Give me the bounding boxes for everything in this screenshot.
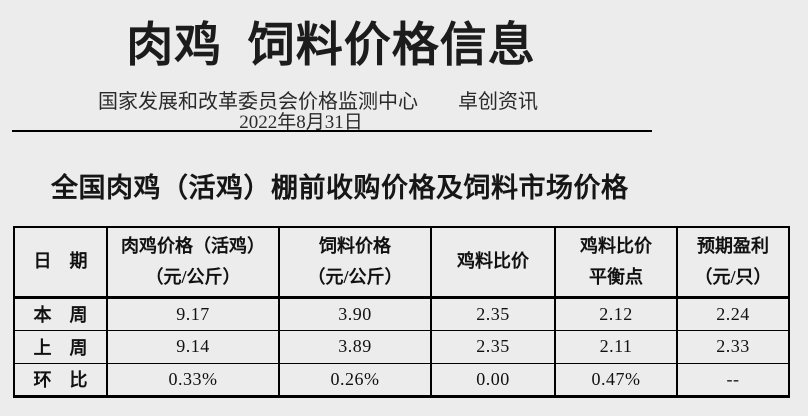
page-title: 肉鸡 饲料价格信息 bbox=[126, 20, 536, 72]
value-cell: 0.00 bbox=[430, 362, 556, 397]
value-cell: 0.33% bbox=[106, 362, 280, 397]
col-header-ratio-label: 鸡料比价 bbox=[457, 251, 529, 272]
col-header-ratio: 鸡料比价 bbox=[430, 226, 556, 299]
col-header-date: 日 期 bbox=[13, 226, 108, 299]
value-cell: 0.47% bbox=[554, 362, 678, 397]
row-label: 本 周 bbox=[13, 296, 108, 331]
header-rule bbox=[12, 130, 652, 132]
value-cell: 2.33 bbox=[676, 329, 790, 364]
col-header-broiler-price: 肉鸡价格（活鸡） （元/公斤） bbox=[106, 226, 280, 299]
value-cell: 2.12 bbox=[554, 296, 678, 331]
col-header-feed-price: 饲料价格 （元/公斤） bbox=[278, 226, 432, 299]
table-header-row: 日 期 肉鸡价格（活鸡） （元/公斤） 饲料价格 （元/公斤） 鸡料比价 鸡料比… bbox=[13, 226, 790, 299]
value-cell: 2.35 bbox=[430, 329, 556, 364]
value-cell: 2.35 bbox=[430, 296, 556, 331]
publisher-line: 国家发展和改革委员会价格监测中心 卓创资讯 bbox=[98, 91, 538, 113]
value-cell: 9.14 bbox=[106, 329, 280, 364]
value-cell: 0.26% bbox=[278, 362, 432, 397]
table-row-this-week: 本 周 9.17 3.90 2.35 2.12 2.24 bbox=[13, 296, 790, 331]
value-cell: 3.90 bbox=[278, 296, 432, 331]
col-header-broiler-price-line1: 肉鸡价格（活鸡） bbox=[121, 235, 265, 256]
col-header-date-label: 日 期 bbox=[33, 251, 88, 272]
col-header-expected-profit-line1: 预期盈利 bbox=[697, 235, 769, 256]
col-header-feed-price-line2: （元/公斤） bbox=[307, 266, 403, 287]
row-label: 环 比 bbox=[13, 362, 108, 397]
section-title: 全国肉鸡（活鸡）棚前收购价格及饲料市场价格 bbox=[51, 173, 629, 203]
value-cell: 9.17 bbox=[106, 296, 280, 331]
table-row-last-week: 上 周 9.14 3.89 2.35 2.11 2.33 bbox=[13, 329, 790, 364]
value-cell: 3.89 bbox=[278, 329, 432, 364]
date-line: 2022年8月31日 bbox=[239, 112, 363, 133]
col-header-expected-profit-line2: （元/只） bbox=[694, 266, 772, 287]
col-header-broiler-price-line2: （元/公斤） bbox=[145, 266, 241, 287]
col-header-feed-price-line1: 饲料价格 bbox=[319, 235, 391, 256]
col-header-ratio-balance-line1: 鸡料比价 bbox=[580, 235, 652, 256]
col-header-ratio-balance: 鸡料比价 平衡点 bbox=[554, 226, 678, 299]
row-label: 上 周 bbox=[13, 329, 108, 364]
table-row-wow-change: 环 比 0.33% 0.26% 0.00 0.47% -- bbox=[13, 362, 790, 397]
value-cell: 2.11 bbox=[554, 329, 678, 364]
col-header-expected-profit: 预期盈利 （元/只） bbox=[676, 226, 790, 299]
col-header-ratio-balance-line2: 平衡点 bbox=[589, 266, 643, 287]
price-table: 日 期 肉鸡价格（活鸡） （元/公斤） 饲料价格 （元/公斤） 鸡料比价 鸡料比… bbox=[13, 226, 790, 398]
value-cell: 2.24 bbox=[676, 296, 790, 331]
value-cell: -- bbox=[676, 362, 790, 397]
